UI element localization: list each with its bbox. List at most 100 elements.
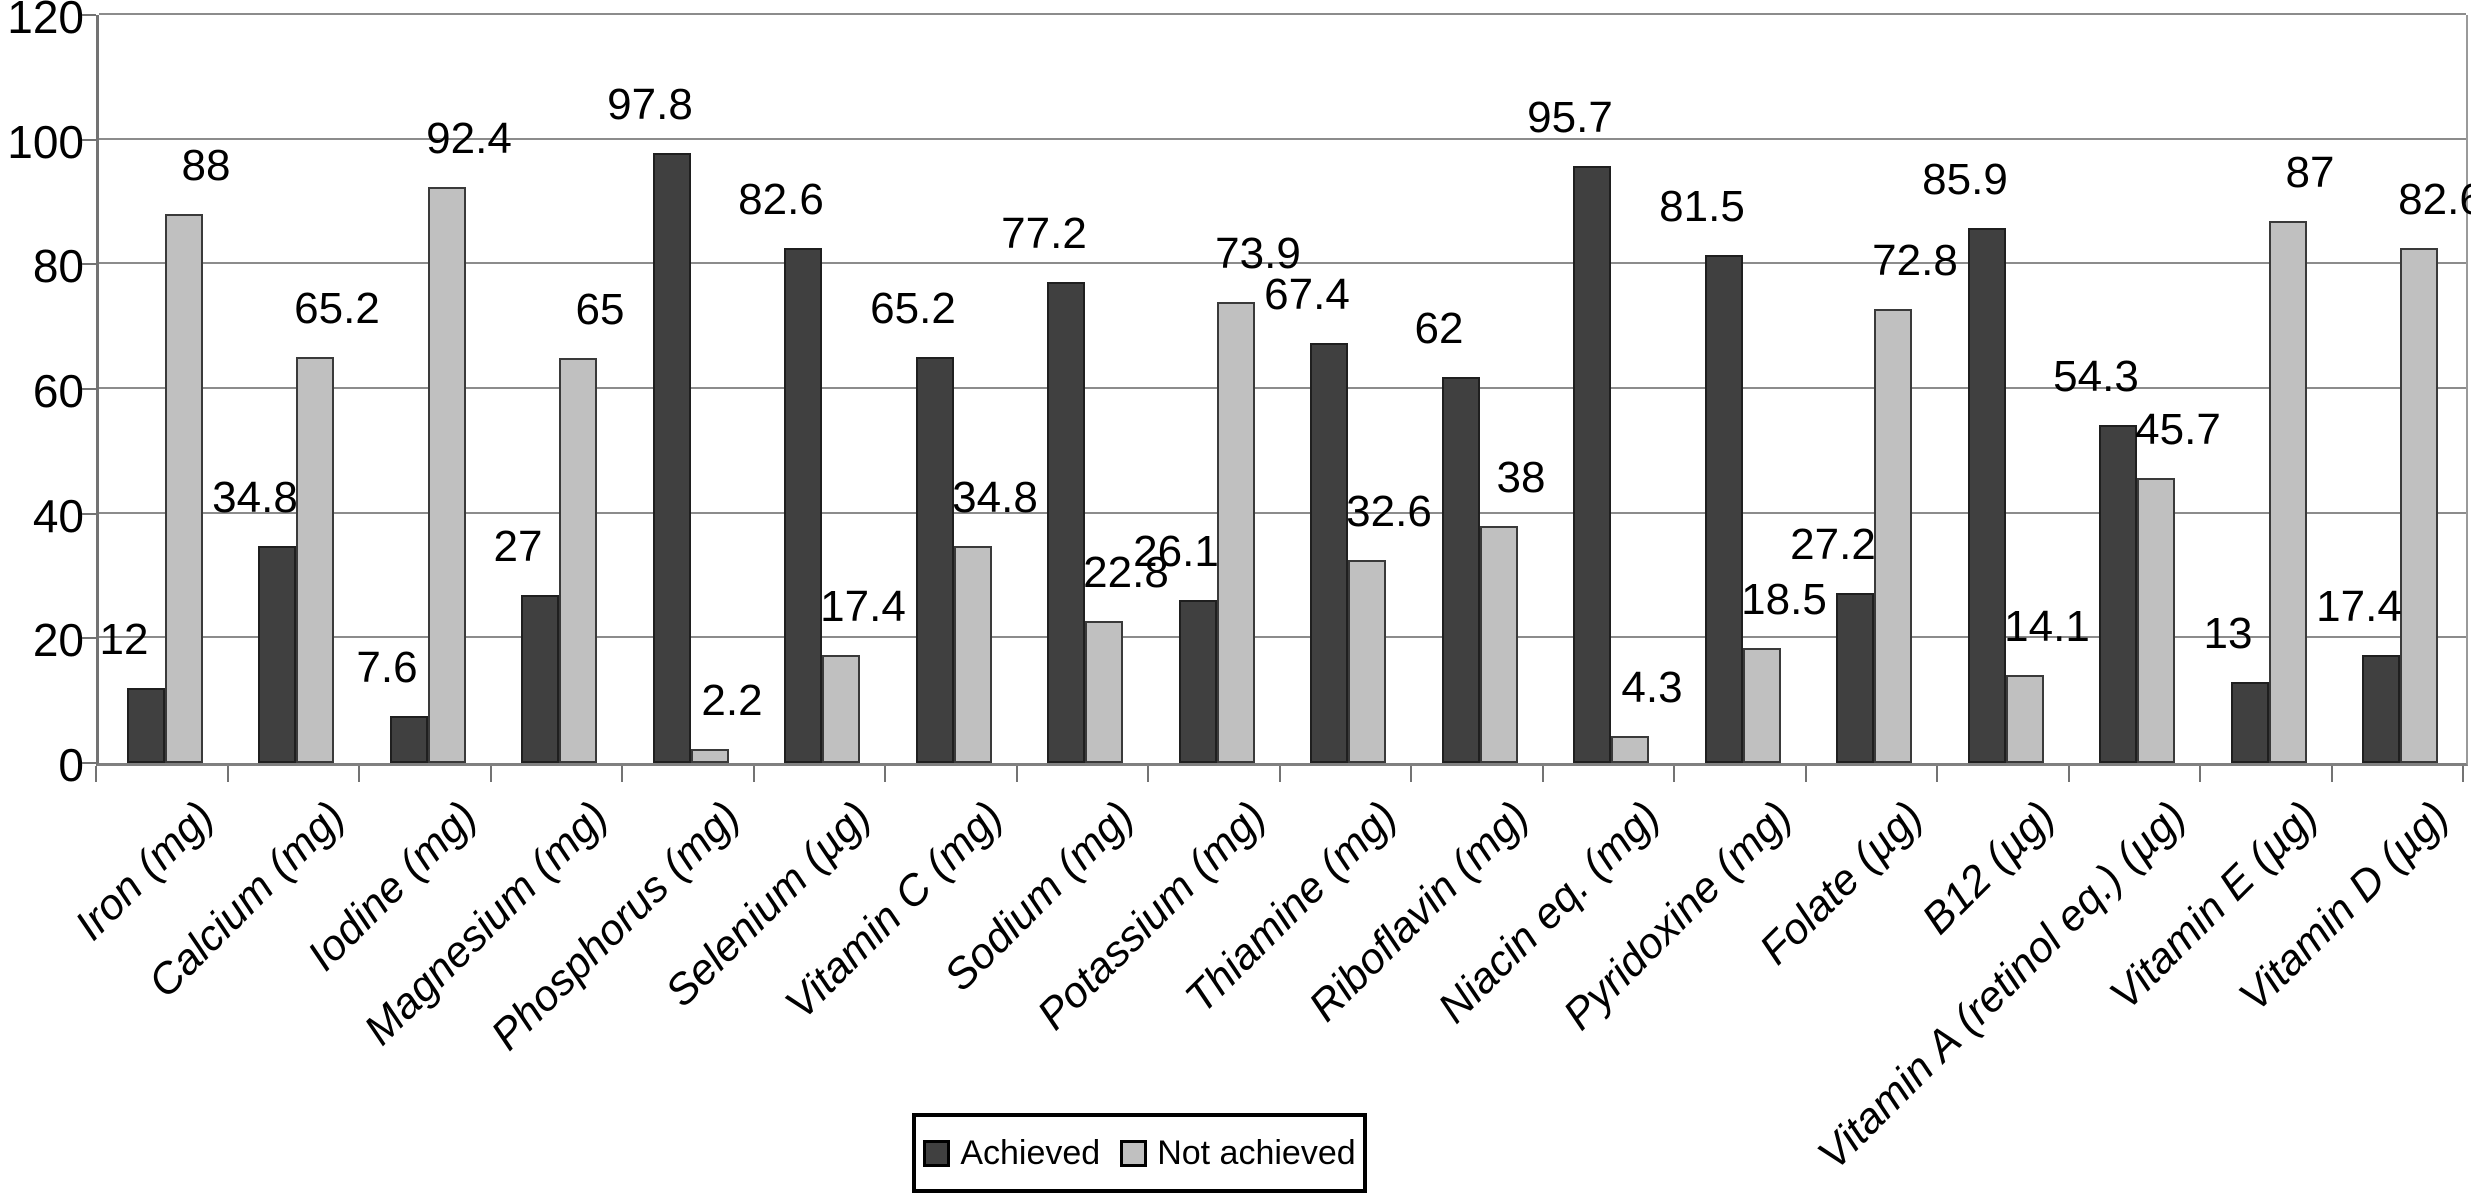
bar-not-achieved	[428, 187, 466, 763]
x-tick	[1805, 766, 1807, 782]
gridline	[99, 13, 2466, 15]
bar-not-achieved	[2137, 478, 2175, 763]
value-label: 7.6	[356, 643, 418, 692]
value-label: 12	[99, 615, 149, 664]
value-label: 27.2	[1790, 520, 1876, 569]
value-label: 82.6	[738, 175, 824, 224]
x-tick	[2068, 766, 2070, 782]
value-label: 54.3	[2053, 352, 2139, 401]
bar-not-achieved	[1743, 648, 1781, 763]
x-axis-label: Vitamin D (µg)	[2229, 792, 2459, 1021]
x-tick	[358, 766, 360, 782]
x-tick	[1673, 766, 1675, 782]
bar-achieved	[653, 153, 691, 763]
value-label: 88	[181, 141, 231, 190]
bar-achieved	[1047, 282, 1085, 763]
x-tick	[95, 766, 97, 782]
value-label: 82.6	[2398, 175, 2471, 224]
bar-not-achieved	[1085, 621, 1123, 763]
bar-achieved	[521, 595, 559, 763]
value-label: 17.4	[2316, 582, 2402, 631]
bar-achieved	[390, 716, 428, 763]
value-label: 65	[575, 285, 625, 334]
bar-achieved	[1310, 343, 1348, 763]
value-label: 22.8	[1083, 548, 1169, 597]
value-label: 45.7	[2135, 405, 2221, 454]
gridline	[99, 511, 2466, 514]
y-tick-label: 120	[7, 0, 84, 43]
bar-achieved	[2231, 682, 2269, 763]
bar-not-achieved	[559, 358, 597, 763]
bar-achieved	[1442, 377, 1480, 763]
value-label: 14.1	[2004, 602, 2090, 651]
y-tick-label: 0	[58, 739, 84, 791]
y-tick-label: 80	[32, 240, 84, 293]
legend-swatch-achieved	[923, 1139, 951, 1167]
y-axis: 0 20 40 60 80 100 120	[0, 0, 96, 788]
bar-achieved	[1836, 593, 1874, 763]
bar-achieved	[1179, 600, 1217, 763]
y-tick-label: 20	[32, 614, 84, 667]
y-tick	[82, 138, 96, 141]
value-label: 77.2	[1001, 209, 1087, 258]
x-tick	[1410, 766, 1412, 782]
legend-label-achieved: Achieved	[960, 1134, 1101, 1172]
x-axis: Iron (mg) Calcium (mg) Iodine (mg) Magnesiu…	[66, 763, 2464, 1198]
bar-not-achieved	[165, 214, 203, 763]
bar-not-achieved	[691, 749, 729, 763]
x-tick	[2199, 766, 2201, 782]
bar-achieved	[2362, 655, 2400, 763]
bar-achieved	[916, 357, 954, 763]
value-label: 17.4	[820, 582, 906, 631]
bar-achieved	[1705, 255, 1743, 763]
x-tick	[2462, 766, 2464, 782]
legend: Achieved Not achieved	[912, 1113, 1367, 1193]
x-tick	[884, 766, 886, 782]
bar-not-achieved	[2269, 221, 2307, 763]
value-label: 73.9	[1215, 229, 1301, 278]
x-tick	[1936, 766, 1938, 782]
x-tick	[2331, 766, 2333, 782]
y-tick-label: 60	[32, 365, 84, 417]
value-label: 2.2	[701, 676, 763, 725]
bar-achieved	[1573, 166, 1611, 763]
value-label: 62	[1414, 304, 1464, 353]
bar-achieved	[784, 248, 822, 763]
value-label: 72.8	[1872, 236, 1958, 285]
value-label: 65.2	[870, 284, 956, 333]
bar-not-achieved	[1348, 560, 1386, 763]
value-label: 27	[493, 522, 543, 571]
bar-achieved	[127, 688, 165, 763]
gridline	[99, 262, 2466, 265]
plot-area: 12 88 34.8 65.2 7.6 92.4 27 65 97.8 2.2 82.6 17.4 65…	[96, 13, 2471, 766]
x-tick	[1279, 766, 1281, 782]
y-tick-label: 100	[7, 115, 84, 168]
bar-not-achieved	[296, 357, 334, 763]
y-tick	[82, 388, 96, 390]
gridline	[99, 636, 2466, 639]
bar-not-achieved	[2006, 675, 2044, 763]
bar-achieved	[258, 546, 296, 763]
value-label: 81.5	[1659, 182, 1745, 231]
bar-not-achieved	[1480, 526, 1518, 763]
bar-not-achieved	[822, 655, 860, 763]
gridline	[99, 137, 2466, 140]
x-tick	[227, 766, 229, 782]
bar-not-achieved	[954, 546, 992, 763]
x-tick	[1016, 766, 1018, 782]
bar-not-achieved	[1874, 309, 1912, 763]
x-tick	[1147, 766, 1149, 782]
value-label: 67.4	[1264, 270, 1350, 319]
value-label: 4.3	[1621, 663, 1683, 712]
bar-achieved	[2099, 425, 2137, 763]
value-label: 85.9	[1922, 155, 2008, 204]
value-label: 65.2	[294, 284, 380, 333]
y-tick	[82, 14, 96, 16]
bar-not-achieved	[2400, 248, 2438, 763]
legend-label-not-achieved: Not achieved	[1157, 1134, 1356, 1172]
value-label: 34.8	[212, 473, 298, 522]
x-tick	[1542, 766, 1544, 782]
bar-achieved	[1968, 228, 2006, 763]
value-label: 97.8	[607, 80, 693, 129]
